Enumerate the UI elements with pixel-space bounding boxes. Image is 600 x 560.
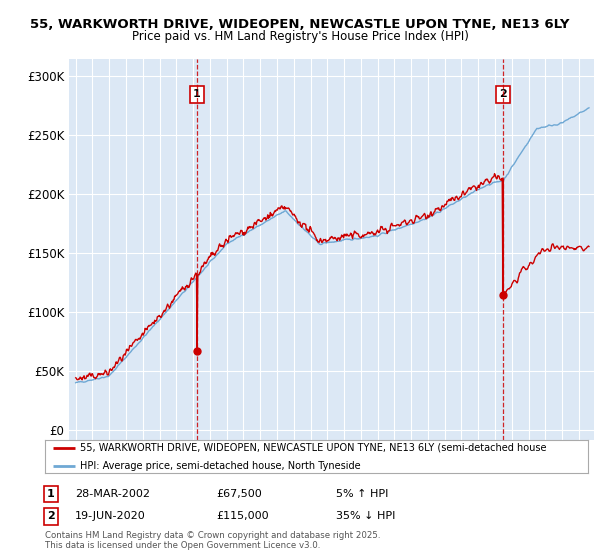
Text: 2: 2 bbox=[47, 511, 55, 521]
Text: 1: 1 bbox=[193, 89, 201, 99]
Text: 5% ↑ HPI: 5% ↑ HPI bbox=[336, 489, 388, 499]
Text: £67,500: £67,500 bbox=[216, 489, 262, 499]
Text: £115,000: £115,000 bbox=[216, 511, 269, 521]
Text: 2: 2 bbox=[499, 89, 507, 99]
Text: 55, WARKWORTH DRIVE, WIDEOPEN, NEWCASTLE UPON TYNE, NE13 6LY: 55, WARKWORTH DRIVE, WIDEOPEN, NEWCASTLE… bbox=[30, 18, 570, 31]
Text: Price paid vs. HM Land Registry's House Price Index (HPI): Price paid vs. HM Land Registry's House … bbox=[131, 30, 469, 43]
Text: 1: 1 bbox=[47, 489, 55, 499]
Text: 28-MAR-2002: 28-MAR-2002 bbox=[75, 489, 150, 499]
Text: Contains HM Land Registry data © Crown copyright and database right 2025.
This d: Contains HM Land Registry data © Crown c… bbox=[45, 530, 380, 550]
Text: 19-JUN-2020: 19-JUN-2020 bbox=[75, 511, 146, 521]
Text: 55, WARKWORTH DRIVE, WIDEOPEN, NEWCASTLE UPON TYNE, NE13 6LY (semi-detached hous: 55, WARKWORTH DRIVE, WIDEOPEN, NEWCASTLE… bbox=[80, 443, 547, 453]
Text: 35% ↓ HPI: 35% ↓ HPI bbox=[336, 511, 395, 521]
Text: HPI: Average price, semi-detached house, North Tyneside: HPI: Average price, semi-detached house,… bbox=[80, 461, 361, 471]
